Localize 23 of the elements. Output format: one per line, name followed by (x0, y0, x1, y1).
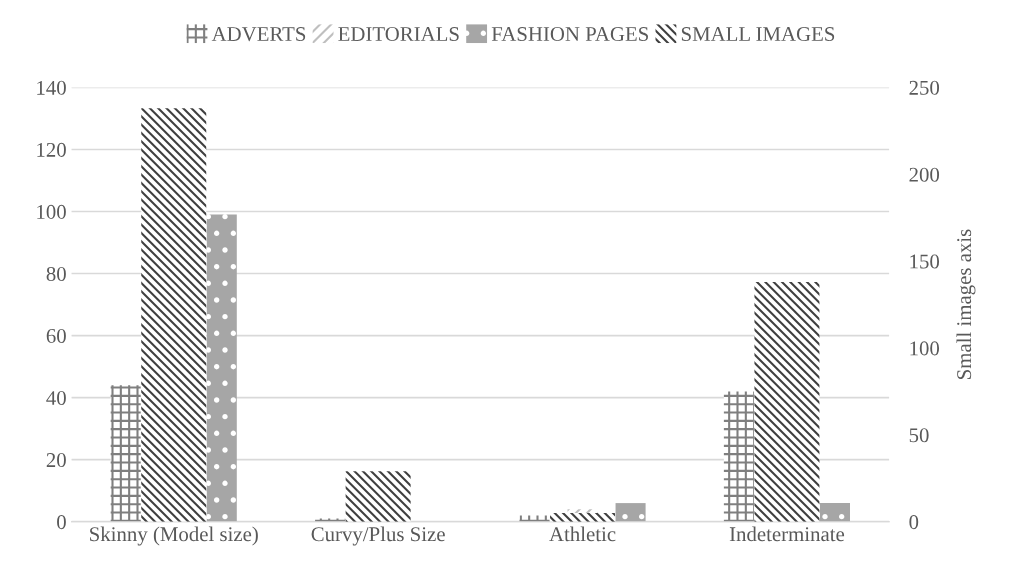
y-tick-label: 80 (46, 266, 66, 281)
x-tick-label: Indeterminate (729, 526, 845, 542)
legend-label: SMALL IMAGES (681, 27, 835, 42)
legend-label: FASHION PAGES (491, 27, 648, 42)
y2-tick-label: 250 (909, 80, 940, 95)
y-tick-label: 100 (37, 204, 66, 219)
y-tick-label: 20 (46, 453, 66, 468)
y-tick-label: 60 (46, 328, 66, 344)
y2-tick-label: 150 (910, 254, 940, 269)
x-tick-label: Curvy/Plus Size (311, 526, 445, 546)
y-tick-label: 0 (57, 515, 66, 530)
y-tick-label: 140 (37, 80, 66, 95)
y2-tick-label: 200 (909, 167, 940, 182)
y2-tick-label: 100 (910, 341, 940, 356)
y-tick-label: 120 (37, 142, 66, 157)
y2-axis-title: Small images axis (956, 229, 976, 379)
y-tick-label: 40 (46, 390, 66, 406)
x-tick-label: Skinny (Model size) (90, 526, 258, 546)
y2-tick-label: 50 (909, 428, 929, 443)
x-tick-label: Athletic (549, 526, 616, 542)
legend-label: ADVERTS (211, 27, 306, 42)
legend-label: EDITORIALS (338, 27, 459, 42)
y2-tick-label: 0 (909, 515, 919, 530)
